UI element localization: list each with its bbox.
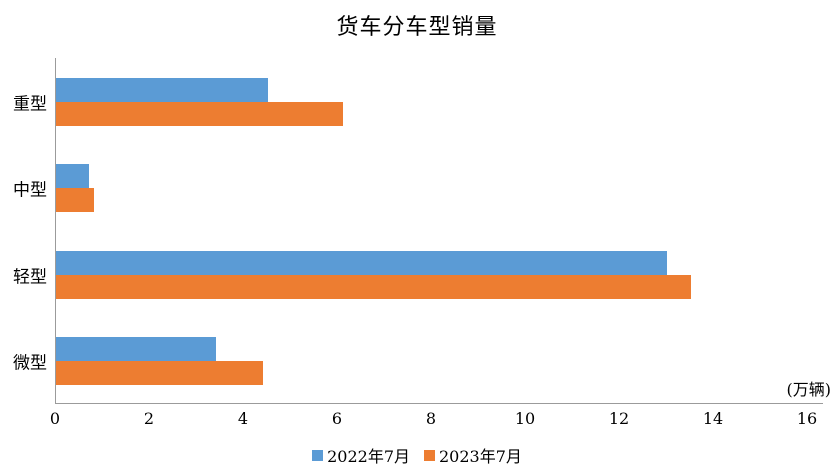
legend-label: 2022年7月 <box>327 447 410 466</box>
legend-label: 2023年7月 <box>439 447 522 466</box>
legend: 2022年7月 2023年7月 <box>0 443 834 467</box>
bar-series-2-cat-4 <box>56 360 263 385</box>
bar-series-2-cat-1 <box>56 102 343 126</box>
x-axis-tick-label: 2 <box>143 409 155 428</box>
bar-series-2-cat-2 <box>56 188 94 213</box>
x-axis-tick-label: 10 <box>514 409 536 428</box>
x-axis-tick-label: 0 <box>49 409 61 428</box>
category-label: 中型 <box>13 180 47 201</box>
bar-series-1-cat-2 <box>56 164 89 189</box>
category-label: 重型 <box>13 94 47 115</box>
y-axis-line <box>55 58 56 403</box>
bar-series-1-cat-4 <box>56 336 216 361</box>
legend-item-1: 2022年7月 <box>312 443 410 467</box>
category-label: 微型 <box>13 353 47 374</box>
plot-area <box>55 58 823 404</box>
unit-label: (万辆) <box>786 380 832 399</box>
x-axis-tick-label: 16 <box>796 409 818 428</box>
chart-title: 货车分车型销量 <box>336 15 498 40</box>
bar-series-1-cat-3 <box>56 250 667 275</box>
legend-color-swatch <box>424 449 435 461</box>
x-axis-tick-label: 8 <box>425 409 437 428</box>
category-label: 轻型 <box>13 267 47 287</box>
legend-color-swatch <box>312 449 324 461</box>
x-axis-tick-label: 4 <box>237 409 249 428</box>
x-axis-tick-label: 12 <box>608 409 630 428</box>
legend-item-2: 2023年7月 <box>424 443 522 467</box>
bar-series-2-cat-3 <box>56 274 691 299</box>
x-axis-tick-label: 6 <box>331 409 343 428</box>
bar-series-1-cat-1 <box>56 78 268 102</box>
x-axis-tick-label: 14 <box>702 409 724 428</box>
x-axis-line <box>55 403 823 404</box>
